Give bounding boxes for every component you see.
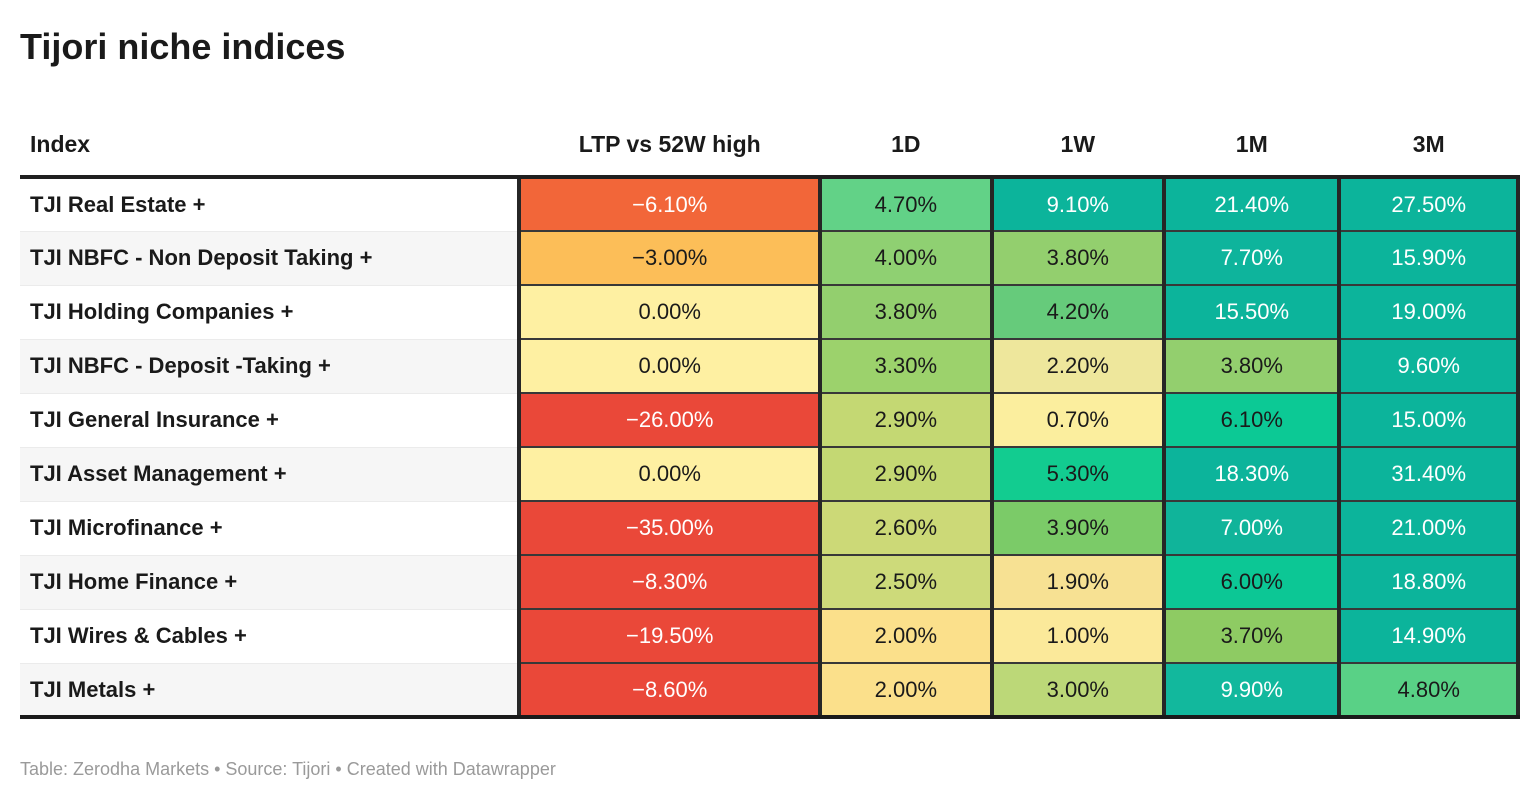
cell-3m: 27.50% xyxy=(1337,176,1520,232)
cell-1w: 1.90% xyxy=(989,554,1165,610)
cell-1d: 2.50% xyxy=(818,554,992,610)
row-label[interactable]: TJI Wires & Cables + xyxy=(20,609,520,664)
cell-1m: 9.90% xyxy=(1162,662,1340,720)
cell-1m: 21.40% xyxy=(1162,176,1340,232)
cell-1m: 3.80% xyxy=(1162,338,1340,394)
column-header-3m[interactable]: 3M xyxy=(1339,113,1518,180)
table-row: TJI Home Finance + −8.30% 2.50% 1.90% 6.00% 1… xyxy=(20,554,1520,610)
cell-3m: 9.60% xyxy=(1337,338,1520,394)
table-body: TJI Real Estate + −6.10% 4.70% 9.10% 21.40% 2… xyxy=(20,176,1520,720)
column-header-1w[interactable]: 1W xyxy=(991,113,1165,180)
page-title: Tijori niche indices xyxy=(20,26,346,67)
cell-3m: 15.00% xyxy=(1337,392,1520,448)
column-header-1d[interactable]: 1D xyxy=(820,113,992,180)
cell-1d: 2.00% xyxy=(818,662,992,720)
cell-ltp-vs-52w-high: −8.30% xyxy=(517,554,821,610)
cell-1w: 5.30% xyxy=(989,446,1165,502)
table-row: TJI Holding Companies +0.00% 3.80% 4.20% 15… xyxy=(20,284,1520,340)
table-row: TJI Wires & Cables + −19.50% 2.00% 1.00% 3.7… xyxy=(20,608,1520,664)
row-label[interactable]: TJI Metals + xyxy=(20,663,520,720)
cell-1w: 0.70% xyxy=(989,392,1165,448)
row-label[interactable]: TJI NBFC - Deposit -Taking + xyxy=(20,339,520,394)
cell-1w: 2.20% xyxy=(989,338,1165,394)
table-row: TJI Real Estate + −6.10% 4.70% 9.10% 21.40% 2… xyxy=(20,176,1520,232)
cell-1m: 15.50% xyxy=(1162,284,1340,340)
row-label[interactable]: TJI NBFC - Non Deposit Taking + xyxy=(20,231,520,286)
cell-ltp-vs-52w-high: 0.00% xyxy=(517,338,821,394)
row-label[interactable]: TJI Real Estate + xyxy=(20,177,520,232)
cell-1m: 7.70% xyxy=(1162,230,1340,286)
cell-ltp-vs-52w-high: 0.00% xyxy=(517,446,821,502)
cell-1w: 4.20% xyxy=(989,284,1165,340)
cell-1m: 6.00% xyxy=(1162,554,1340,610)
cell-1d: 3.30% xyxy=(818,338,992,394)
cell-1w: 9.10% xyxy=(989,176,1165,232)
column-header-index[interactable]: Index xyxy=(20,113,520,180)
cell-ltp-vs-52w-high: −26.00% xyxy=(517,392,821,448)
cell-1d: 3.80% xyxy=(818,284,992,340)
cell-ltp-vs-52w-high: 0.00% xyxy=(517,284,821,340)
cell-ltp-vs-52w-high: −6.10% xyxy=(517,176,821,232)
cell-1w: 1.00% xyxy=(989,608,1165,664)
cell-1d: 2.90% xyxy=(818,392,992,448)
header-row: Index LTP vs 52W high 1D 1W 1M 3M xyxy=(20,113,1518,180)
cell-1d: 4.70% xyxy=(818,176,992,232)
table-row: TJI NBFC - Deposit -Taking +0.00% 3.30% 2.… xyxy=(20,338,1520,394)
row-label[interactable]: TJI Asset Management + xyxy=(20,447,520,502)
cell-3m: 14.90% xyxy=(1337,608,1520,664)
cell-3m: 19.00% xyxy=(1337,284,1520,340)
table-row: TJI Asset Management +0.00% 2.90% 5.30% 18.… xyxy=(20,446,1520,502)
cell-1d: 4.00% xyxy=(818,230,992,286)
cell-3m: 15.90% xyxy=(1337,230,1520,286)
cell-1m: 6.10% xyxy=(1162,392,1340,448)
row-label[interactable]: TJI General Insurance + xyxy=(20,393,520,448)
niche-indices-table: Index LTP vs 52W high 1D 1W 1M 3M TJI Re… xyxy=(20,113,1520,720)
cell-1w: 3.90% xyxy=(989,500,1165,556)
cell-1m: 18.30% xyxy=(1162,446,1340,502)
cell-1m: 3.70% xyxy=(1162,608,1340,664)
table-row: TJI NBFC - Non Deposit Taking + −3.00% 4.0… xyxy=(20,230,1520,286)
cell-ltp-vs-52w-high: −19.50% xyxy=(517,608,821,664)
cell-1w: 3.80% xyxy=(989,230,1165,286)
cell-3m: 4.80% xyxy=(1337,662,1520,720)
cell-1d: 2.60% xyxy=(818,500,992,556)
row-label[interactable]: TJI Holding Companies + xyxy=(20,285,520,340)
table-row: TJI Microfinance + −35.00% 2.60% 3.90% 7.00%… xyxy=(20,500,1520,556)
column-header-1m[interactable]: 1M xyxy=(1164,113,1340,180)
cell-ltp-vs-52w-high: −35.00% xyxy=(517,500,821,556)
cell-1w: 3.00% xyxy=(989,662,1165,720)
cell-ltp-vs-52w-high: −8.60% xyxy=(517,662,821,720)
row-label[interactable]: TJI Home Finance + xyxy=(20,555,520,610)
cell-1d: 2.90% xyxy=(818,446,992,502)
table-row: TJI General Insurance + −26.00% 2.90% 0.70%… xyxy=(20,392,1520,448)
row-label[interactable]: TJI Microfinance + xyxy=(20,501,520,556)
table-attribution: Table: Zerodha Markets • Source: Tijori … xyxy=(20,759,556,780)
cell-ltp-vs-52w-high: −3.00% xyxy=(517,230,821,286)
cell-3m: 18.80% xyxy=(1337,554,1520,610)
cell-3m: 21.00% xyxy=(1337,500,1520,556)
table-header: Index LTP vs 52W high 1D 1W 1M 3M xyxy=(20,113,1518,180)
datawrapper-table-page: Tijori niche indices Index LTP vs 52W hi… xyxy=(20,26,1520,780)
cell-1m: 7.00% xyxy=(1162,500,1340,556)
cell-1d: 2.00% xyxy=(818,608,992,664)
table-row: TJI Metals + −8.60% 2.00% 3.00% 9.90% 4.80% xyxy=(20,662,1520,720)
column-header-ltp-vs-52w-high[interactable]: LTP vs 52W high xyxy=(519,113,821,180)
cell-3m: 31.40% xyxy=(1337,446,1520,502)
